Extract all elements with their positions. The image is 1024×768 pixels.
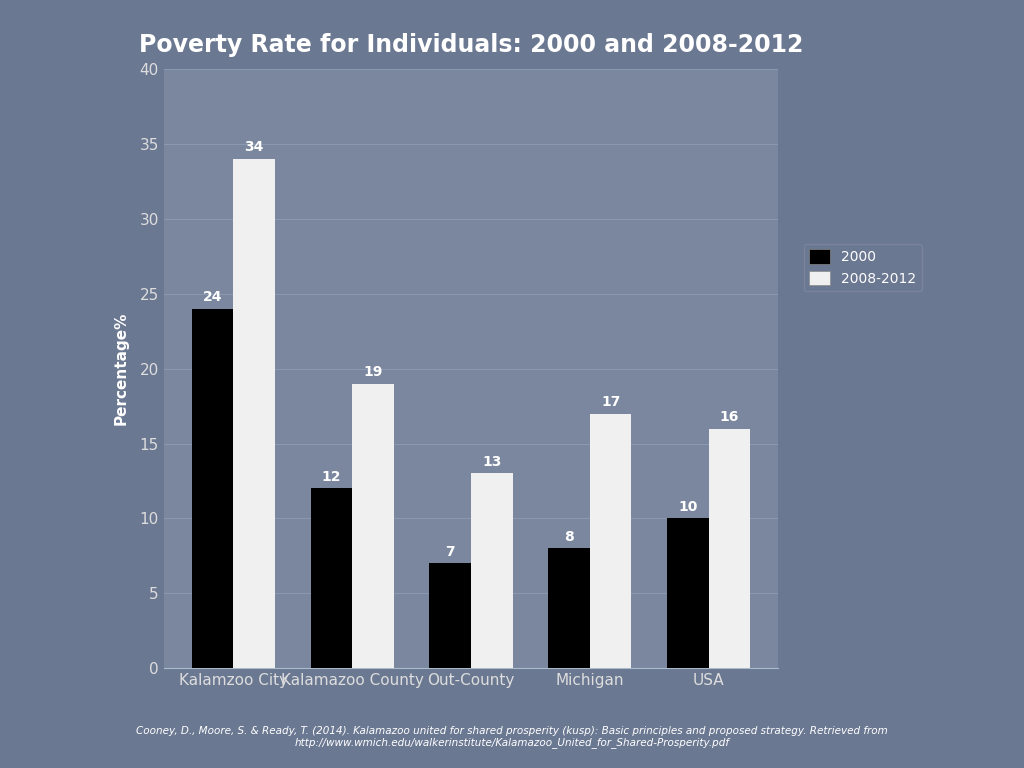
Text: 12: 12 — [322, 470, 341, 484]
Text: 16: 16 — [720, 410, 739, 424]
Text: 24: 24 — [203, 290, 222, 304]
Text: 8: 8 — [564, 530, 574, 544]
Text: Cooney, D., Moore, S. & Ready, T. (2014). Kalamazoo united for shared prosperity: Cooney, D., Moore, S. & Ready, T. (2014)… — [136, 726, 888, 748]
Bar — [590, 413, 632, 668]
Y-axis label: Percentage%: Percentage% — [114, 312, 128, 425]
Text: 7: 7 — [445, 545, 455, 559]
Text: 19: 19 — [364, 365, 383, 379]
Bar — [667, 518, 709, 668]
Text: 17: 17 — [601, 395, 621, 409]
Bar — [233, 159, 275, 668]
Text: 34: 34 — [245, 141, 264, 154]
Bar — [352, 384, 394, 668]
Bar — [191, 309, 233, 668]
Bar — [548, 548, 590, 668]
Title: Poverty Rate for Individuals: 2000 and 2008-2012: Poverty Rate for Individuals: 2000 and 2… — [139, 34, 803, 58]
Bar — [310, 488, 352, 668]
Bar — [709, 429, 751, 668]
Bar — [471, 473, 513, 668]
Bar — [429, 564, 471, 668]
Text: 13: 13 — [482, 455, 502, 469]
Text: 10: 10 — [678, 500, 697, 514]
Legend: 2000, 2008-2012: 2000, 2008-2012 — [804, 243, 922, 292]
